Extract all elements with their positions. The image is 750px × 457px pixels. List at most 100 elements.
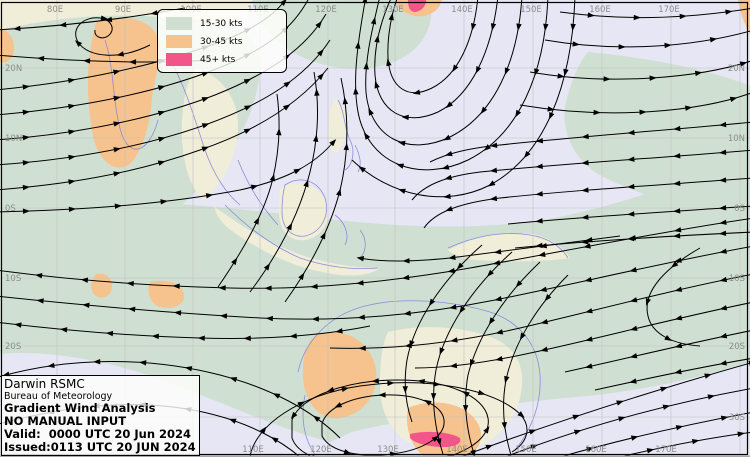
lon-label: 80E bbox=[47, 5, 63, 15]
streamline-arrow bbox=[74, 40, 83, 47]
streamline-arrow bbox=[535, 191, 543, 197]
streamline-arrow bbox=[269, 173, 275, 182]
streamline-arrow bbox=[82, 58, 91, 64]
streamline-arrow bbox=[646, 448, 655, 454]
streamline-arrow bbox=[539, 286, 548, 292]
streamline-arrow bbox=[470, 359, 476, 367]
manual-input-note: NO MANUAL INPUT bbox=[4, 415, 127, 428]
lat-label: 10N bbox=[728, 134, 745, 144]
streamline-arrow bbox=[353, 87, 359, 95]
streamline-arrow bbox=[271, 436, 279, 444]
streamline-arrow bbox=[504, 67, 510, 76]
latitude-labels-left: 20N 10N 0S 10S 20S bbox=[5, 64, 22, 352]
streamline-arrow bbox=[627, 211, 635, 217]
streamline-arrow bbox=[113, 171, 121, 177]
chart-title: Gradient Wind Analysis bbox=[4, 402, 156, 415]
lon-label: 130E bbox=[382, 5, 404, 15]
streamline-arrow bbox=[272, 393, 281, 399]
legend-label-30-45: 30-45 kts bbox=[200, 36, 243, 47]
streamline-arrow bbox=[397, 140, 406, 147]
streamline-arrow bbox=[515, 280, 523, 288]
streamline-arrow bbox=[704, 373, 712, 379]
streamline-arrow bbox=[150, 10, 158, 16]
streamline-arrow bbox=[540, 318, 549, 325]
streamline-arrow bbox=[34, 272, 43, 279]
streamline-arrow bbox=[59, 21, 67, 28]
streamline-arrow bbox=[362, 0, 368, 4]
streamline-arrow bbox=[401, 114, 409, 121]
streamline-arrow bbox=[444, 174, 453, 180]
streamline-arrow bbox=[244, 105, 252, 111]
streamline-arrow bbox=[113, 69, 121, 75]
streamline-arrow bbox=[282, 104, 291, 111]
streamline-arrow bbox=[629, 378, 637, 384]
streamline-arrow bbox=[343, 448, 352, 455]
streamline-arrow bbox=[685, 105, 693, 111]
streamline-arrow bbox=[22, 208, 31, 214]
streamline-arrow bbox=[205, 193, 214, 199]
streamline-arrow bbox=[326, 386, 335, 393]
streamline-arrow bbox=[93, 358, 101, 365]
streamline-arrow bbox=[618, 416, 626, 422]
streamline-arrow bbox=[519, 332, 526, 341]
streamline-arrow bbox=[36, 55, 45, 62]
legend-item: 15-30 kts bbox=[166, 17, 278, 30]
streamline-arrow bbox=[573, 429, 582, 435]
streamline-arrow bbox=[488, 317, 496, 325]
streamline-arrow bbox=[725, 9, 733, 15]
lon-label: 160E bbox=[589, 5, 611, 15]
streamline-arrow bbox=[530, 444, 538, 450]
streamline-arrow bbox=[68, 206, 77, 212]
streamline-arrow bbox=[563, 68, 569, 77]
streamline-arrow bbox=[662, 404, 671, 410]
streamline-arrow bbox=[672, 233, 681, 239]
streamline-arrow bbox=[355, 41, 361, 49]
streamline-arrow bbox=[489, 142, 498, 148]
streamline-arrow bbox=[452, 64, 459, 72]
streamline-arrow bbox=[448, 254, 456, 261]
streamline-arrow bbox=[409, 340, 415, 348]
streamline-arrow bbox=[218, 285, 226, 291]
streamline-arrow bbox=[317, 49, 324, 57]
streamline-arrow bbox=[674, 315, 683, 321]
streamline-arrow bbox=[424, 399, 432, 406]
lon-label: 170E bbox=[658, 5, 680, 15]
streamline-arrow bbox=[100, 15, 109, 21]
streamline-arrow bbox=[673, 153, 681, 159]
lon-label: 120E bbox=[315, 5, 337, 15]
streamline-arrow bbox=[436, 438, 442, 446]
streamline-arrow bbox=[127, 306, 136, 312]
streamline-arrow bbox=[228, 418, 237, 424]
lat-label: 20S bbox=[729, 342, 745, 352]
streamline-arrow bbox=[483, 144, 492, 151]
streamline-arrow bbox=[105, 330, 114, 337]
streamline-arrow bbox=[317, 73, 325, 81]
streamline-arrow bbox=[535, 218, 543, 224]
streamline-arrow bbox=[719, 360, 727, 366]
streamline-arrow bbox=[36, 298, 44, 304]
lat-label: 20S bbox=[5, 342, 21, 352]
streamline-arrow bbox=[343, 142, 349, 151]
streamline-arrow bbox=[386, 58, 392, 67]
streamline-arrow bbox=[719, 305, 728, 311]
valid-time: Valid: 0000 UTC 20 Jun 2024 bbox=[4, 428, 192, 441]
lat-label: 0S bbox=[5, 204, 16, 214]
streamline-arrow bbox=[151, 333, 159, 340]
streamline-arrow bbox=[430, 393, 437, 401]
streamline-arrow bbox=[515, 109, 522, 118]
streamline-arrow bbox=[477, 389, 486, 396]
lon-label: 160E bbox=[585, 445, 607, 455]
streamline-arrow bbox=[80, 277, 89, 283]
streamline-arrow bbox=[68, 103, 76, 110]
streamline-arrow bbox=[253, 217, 260, 225]
legend-item: 45+ kts bbox=[166, 53, 278, 66]
streamline-arrow bbox=[585, 336, 593, 342]
streamline-arrow bbox=[630, 435, 639, 441]
streamline-arrow bbox=[535, 138, 544, 144]
streamline-arrow bbox=[311, 316, 319, 322]
streamline-arrow bbox=[329, 139, 337, 147]
streamline-arrow bbox=[114, 203, 123, 209]
streamline-arrow bbox=[342, 96, 349, 105]
streamline-arrow bbox=[104, 16, 113, 23]
